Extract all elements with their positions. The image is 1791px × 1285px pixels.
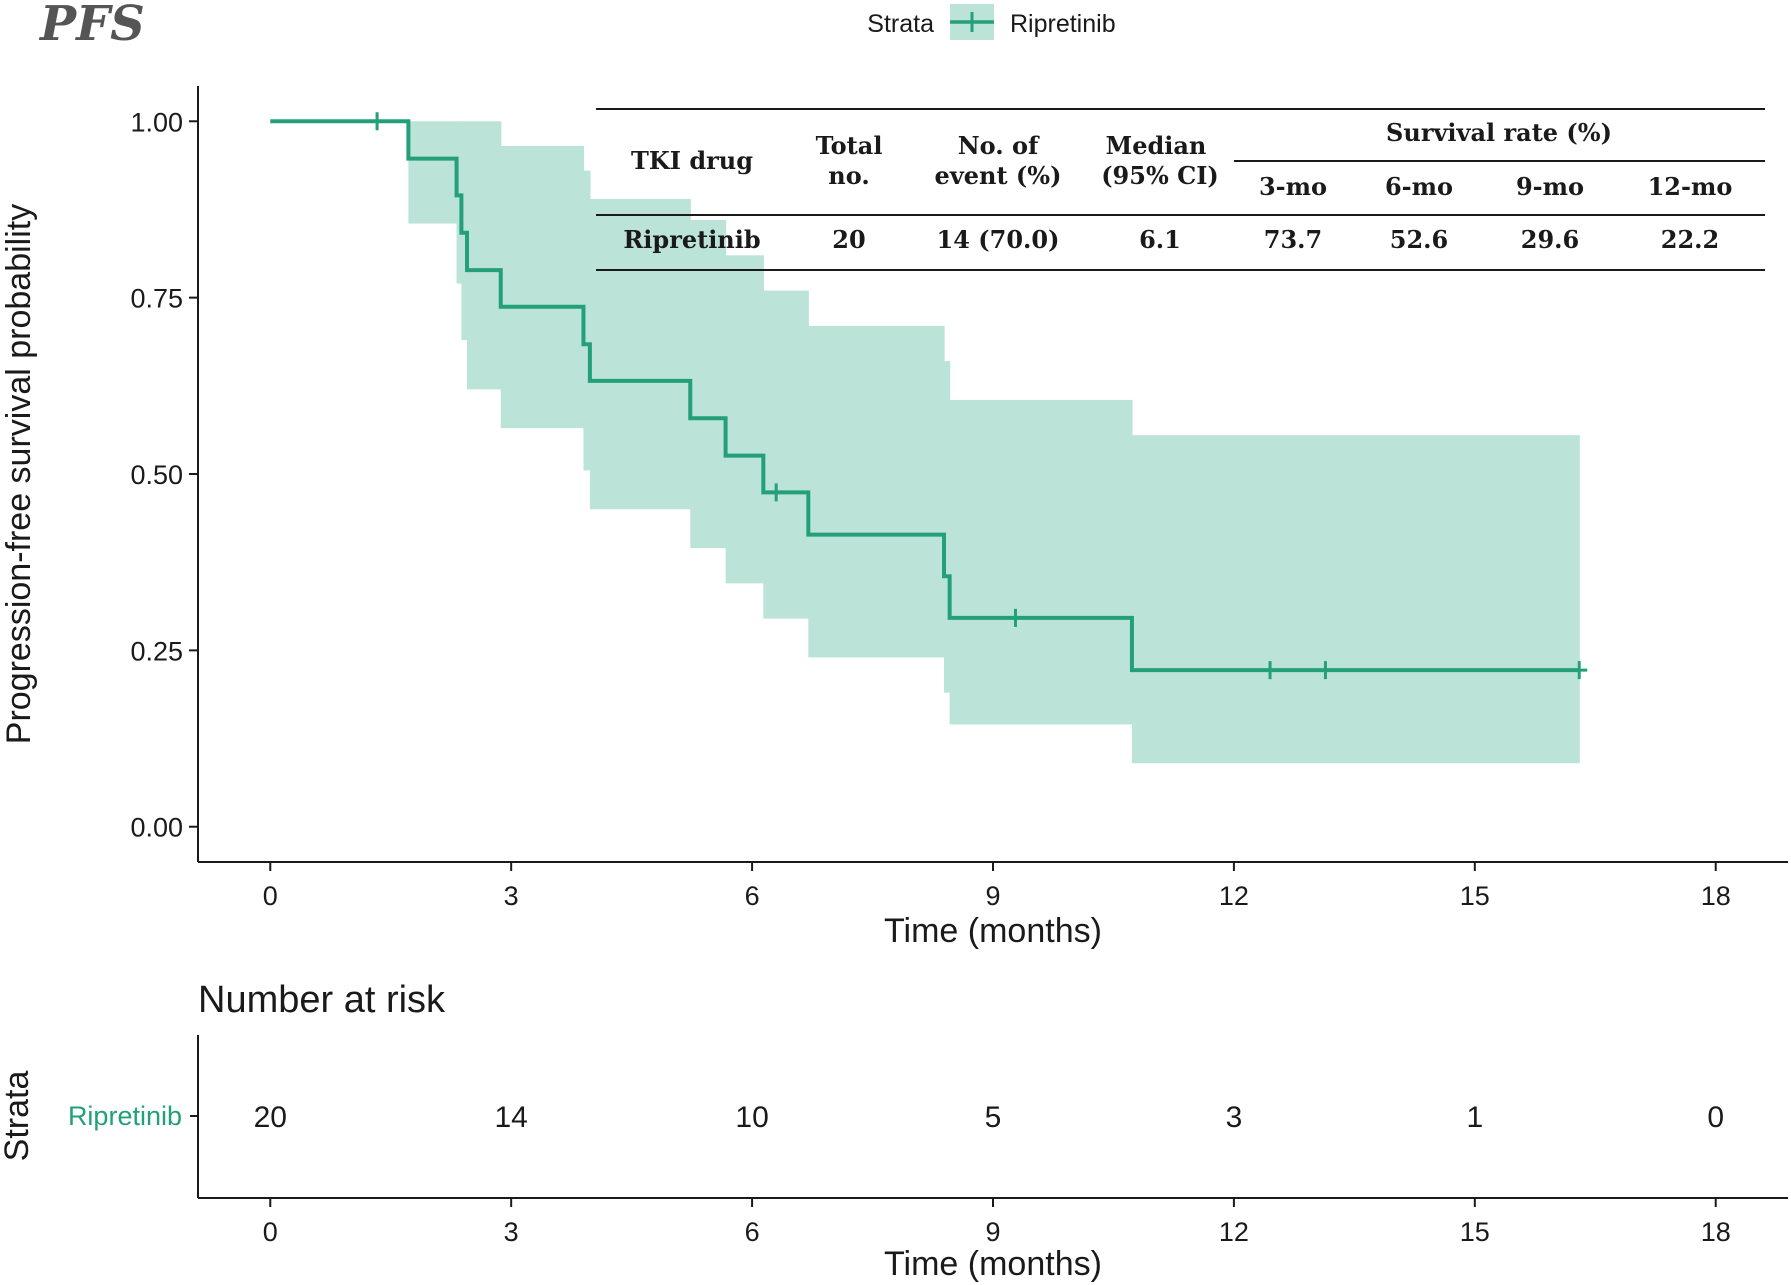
th-total-2: no. — [828, 161, 869, 190]
td-6mo: 52.6 — [1390, 225, 1448, 254]
risk-table: Number at risk Ripretinib Strata 20 14 10 5… — [0, 979, 1788, 1283]
censor-mark — [1571, 661, 1588, 680]
y-tick-label: 0.75 — [130, 284, 183, 314]
ci-band-segment — [461, 121, 468, 340]
survival-curve-layer — [270, 119, 1580, 673]
risk-x-axis-title: Time (months) — [884, 1245, 1102, 1283]
ci-band-segment — [949, 399, 1133, 725]
risk-x-tick-label: 3 — [504, 1217, 519, 1247]
risk-count: 3 — [1226, 1101, 1243, 1134]
th-9mo: 9-mo — [1516, 172, 1584, 201]
ci-band-segment — [808, 325, 945, 658]
risk-counts: 20 14 10 5 3 1 0 — [254, 1101, 1724, 1134]
x-axis-title: Time (months) — [884, 912, 1102, 950]
y-axis-title: Progression-free survival probability — [0, 204, 38, 744]
ci-band-segment — [589, 198, 691, 510]
legend: Strata Ripretinib — [867, 4, 1116, 40]
censor-mark — [1007, 608, 1024, 627]
th-3mo: 3-mo — [1259, 172, 1327, 201]
th-events-1: No. of — [958, 131, 1040, 160]
risk-x-tick-label: 9 — [985, 1217, 1000, 1247]
risk-count: 14 — [494, 1101, 527, 1134]
risk-x-tick-label: 18 — [1701, 1217, 1731, 1247]
td-total: 20 — [832, 225, 865, 254]
td-median: 6.1 — [1139, 225, 1181, 254]
th-median-2: (95% CI) — [1101, 161, 1219, 190]
risk-table-title: Number at risk — [198, 979, 446, 1021]
ci-band-segment — [690, 220, 727, 549]
th-median-1: Median — [1106, 131, 1207, 160]
censor-mark — [1262, 661, 1279, 680]
x-tick-label: 0 — [263, 881, 278, 911]
risk-group-label: Ripretinib — [68, 1101, 182, 1131]
censor-mark — [768, 483, 785, 502]
censor-mark — [1317, 661, 1334, 680]
panel-title: PFS — [38, 0, 145, 52]
ci-band-segment — [725, 255, 764, 584]
risk-count: 5 — [985, 1101, 1002, 1134]
x-tick-label: 6 — [745, 881, 760, 911]
y-tick-label: 1.00 — [130, 107, 183, 137]
x-ticks: 0 3 6 9 12 15 18 — [263, 862, 1731, 911]
risk-count: 1 — [1466, 1101, 1483, 1134]
td-3mo: 73.7 — [1264, 225, 1322, 254]
km-plot: 0.00 0.25 0.50 0.75 1.00 0 3 6 9 12 15 18 Time (mo… — [0, 86, 1788, 950]
ci-band-segment — [500, 145, 585, 429]
risk-x-tick-label: 15 — [1460, 1217, 1490, 1247]
th-survival: Survival rate (%) — [1386, 118, 1612, 147]
ci-band-segment — [583, 170, 591, 471]
risk-count: 10 — [735, 1101, 768, 1134]
ci-band-segment — [456, 121, 462, 284]
censor-marks-layer — [369, 112, 1588, 680]
th-12mo: 12-mo — [1648, 172, 1733, 201]
th-6mo: 6-mo — [1385, 172, 1453, 201]
risk-x-ticks: 0 3 6 9 12 15 18 — [263, 1198, 1731, 1247]
y-tick-label: 0.00 — [130, 813, 183, 843]
legend-title: Strata — [867, 10, 934, 38]
th-drug: TKI drug — [631, 146, 753, 175]
y-tick-label: 0.50 — [130, 460, 183, 490]
confidence-band-layer — [408, 121, 1580, 764]
risk-y-axis-title: Strata — [0, 1071, 36, 1162]
ci-band-segment — [944, 361, 951, 693]
td-events: 14 (70.0) — [937, 225, 1060, 254]
th-total-1: Total — [816, 131, 883, 160]
risk-count: 0 — [1707, 1101, 1724, 1134]
risk-x-tick-label: 12 — [1219, 1217, 1249, 1247]
x-tick-label: 15 — [1460, 881, 1490, 911]
risk-x-tick-label: 6 — [745, 1217, 760, 1247]
th-events-2: event (%) — [935, 161, 1062, 190]
summary-table: TKI drug Total no. No. of event (%) Medi… — [596, 108, 1765, 271]
risk-count: 20 — [254, 1101, 287, 1134]
td-9mo: 29.6 — [1521, 225, 1579, 254]
censor-mark — [369, 112, 386, 131]
td-12mo: 22.2 — [1661, 225, 1719, 254]
ci-band-segment — [763, 290, 809, 619]
y-tick-label: 0.25 — [130, 636, 183, 666]
x-tick-label: 9 — [985, 881, 1000, 911]
legend-entry: Ripretinib — [1010, 10, 1116, 38]
ci-band-segment — [467, 121, 502, 390]
ci-band-segment — [1131, 435, 1580, 764]
ci-band-segment — [408, 121, 458, 224]
x-tick-label: 3 — [504, 881, 519, 911]
x-tick-label: 12 — [1219, 881, 1249, 911]
y-ticks: 0.00 0.25 0.50 0.75 1.00 — [130, 107, 198, 843]
td-drug: Ripretinib — [623, 225, 760, 254]
x-tick-label: 18 — [1701, 881, 1731, 911]
risk-x-tick-label: 0 — [263, 1217, 278, 1247]
survival-curve-line — [270, 119, 1580, 673]
